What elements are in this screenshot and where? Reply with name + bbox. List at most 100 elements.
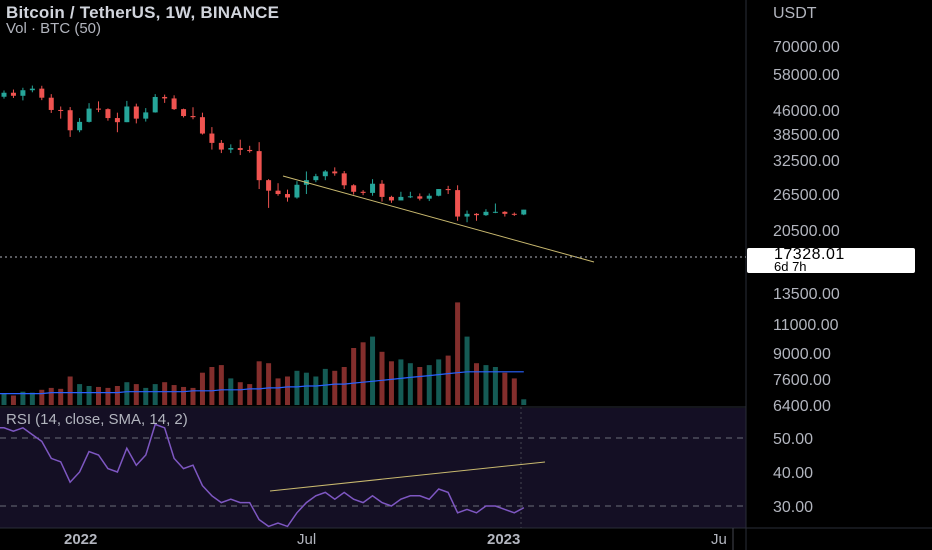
candle bbox=[171, 95, 177, 110]
volume-bars bbox=[1, 302, 527, 405]
volume-bar bbox=[332, 370, 338, 405]
candle bbox=[133, 103, 139, 124]
rsi-trendline[interactable] bbox=[269, 461, 546, 492]
candle bbox=[20, 87, 26, 101]
volume-bar bbox=[171, 385, 177, 405]
volume-bar bbox=[511, 378, 517, 405]
candle bbox=[218, 140, 224, 154]
candle bbox=[360, 190, 366, 196]
candle bbox=[1, 90, 7, 99]
candle bbox=[48, 94, 54, 113]
price-tick-6400: 6400.00 bbox=[773, 398, 831, 415]
candle bbox=[228, 144, 234, 154]
candle bbox=[39, 85, 45, 101]
price-tick-20500: 20500.00 bbox=[773, 223, 840, 240]
candle bbox=[341, 171, 347, 190]
candle bbox=[464, 210, 470, 223]
volume-bar bbox=[39, 389, 45, 405]
candle bbox=[275, 183, 281, 196]
volume-bar bbox=[48, 387, 54, 405]
volume-bar bbox=[86, 386, 92, 405]
volume-bar bbox=[152, 384, 158, 405]
volume-bar bbox=[351, 348, 357, 405]
candle bbox=[237, 139, 243, 156]
candle bbox=[322, 170, 328, 181]
bar-countdown: 6d 7h bbox=[774, 259, 807, 274]
volume-bar bbox=[133, 384, 139, 405]
volume-bar bbox=[379, 351, 385, 405]
volume-bar bbox=[502, 372, 508, 405]
price-tick-38500: 38500.00 bbox=[773, 127, 840, 144]
candle bbox=[29, 85, 35, 93]
volume-bar bbox=[105, 387, 111, 405]
candle bbox=[266, 179, 272, 208]
chart-title[interactable]: Bitcoin / TetherUS, 1W, BINANCE bbox=[6, 3, 280, 22]
volume-bar bbox=[181, 386, 187, 405]
candle bbox=[190, 107, 196, 120]
candle bbox=[152, 94, 158, 113]
volume-bar bbox=[58, 388, 64, 405]
volume-bar bbox=[407, 363, 413, 405]
volume-bar bbox=[1, 393, 7, 405]
candle bbox=[379, 180, 385, 202]
rsi-tick-30: 30.00 bbox=[773, 499, 813, 516]
price-axis-currency: USDT bbox=[773, 5, 817, 22]
volume-bar bbox=[67, 376, 73, 405]
volume-bar bbox=[370, 336, 376, 405]
volume-bar bbox=[143, 387, 149, 405]
rsi-line bbox=[0, 423, 525, 528]
rsi-tick-50: 50.00 bbox=[773, 431, 813, 448]
candle bbox=[417, 193, 423, 201]
candle bbox=[181, 108, 187, 118]
candle bbox=[105, 108, 111, 121]
candles bbox=[1, 85, 527, 223]
candle bbox=[492, 203, 498, 214]
volume-bar bbox=[313, 376, 319, 405]
price-tick-9000: 9000.00 bbox=[773, 346, 831, 363]
candle bbox=[502, 211, 508, 217]
volume-bar bbox=[341, 367, 347, 405]
price-axis[interactable]: 70000.00 58000.00 46000.00 38500.00 3250… bbox=[773, 39, 840, 415]
price-tick-46000: 46000.00 bbox=[773, 103, 840, 120]
candle bbox=[209, 127, 215, 150]
candle bbox=[96, 101, 101, 113]
price-tick-58000: 58000.00 bbox=[773, 67, 840, 84]
candle bbox=[247, 145, 253, 153]
last-price-value: 17328.01 bbox=[774, 246, 845, 263]
volume-bar bbox=[483, 365, 489, 405]
volume-bar bbox=[275, 378, 281, 405]
volume-bar bbox=[360, 342, 366, 405]
rsi-axis[interactable]: 50.00 40.00 30.00 bbox=[773, 431, 813, 516]
candle bbox=[143, 108, 149, 122]
price-tick-7600: 7600.00 bbox=[773, 372, 831, 389]
volume-bar bbox=[398, 359, 404, 405]
candle bbox=[58, 106, 64, 119]
volume-bar bbox=[388, 361, 394, 405]
volume-bar bbox=[124, 382, 130, 405]
volume-bar bbox=[218, 365, 224, 405]
candle bbox=[332, 167, 338, 176]
time-axis[interactable]: 2022 Jul 2023 Ju bbox=[64, 531, 727, 548]
candle bbox=[256, 142, 262, 190]
candle bbox=[86, 103, 92, 123]
volume-bar bbox=[294, 370, 300, 405]
candle bbox=[351, 184, 357, 195]
volume-bar bbox=[474, 363, 479, 405]
time-tick-ju: Ju bbox=[711, 531, 727, 548]
price-tick-13500: 13500.00 bbox=[773, 286, 840, 303]
candle bbox=[521, 209, 527, 216]
rsi-legend[interactable]: RSI (14, close, SMA, 14, 2) bbox=[6, 411, 188, 428]
candle bbox=[77, 118, 83, 133]
candle bbox=[483, 209, 489, 216]
volume-bar bbox=[10, 395, 16, 405]
price-trendline[interactable] bbox=[282, 175, 595, 263]
volume-bar bbox=[303, 372, 309, 405]
candle bbox=[474, 213, 479, 221]
volume-bar bbox=[29, 392, 35, 405]
volume-bar bbox=[114, 386, 120, 405]
volume-bar bbox=[285, 376, 290, 405]
time-tick-jul: Jul bbox=[297, 531, 316, 548]
volume-bar bbox=[162, 382, 168, 405]
volume-legend[interactable]: Vol · BTC (50) bbox=[6, 20, 102, 37]
